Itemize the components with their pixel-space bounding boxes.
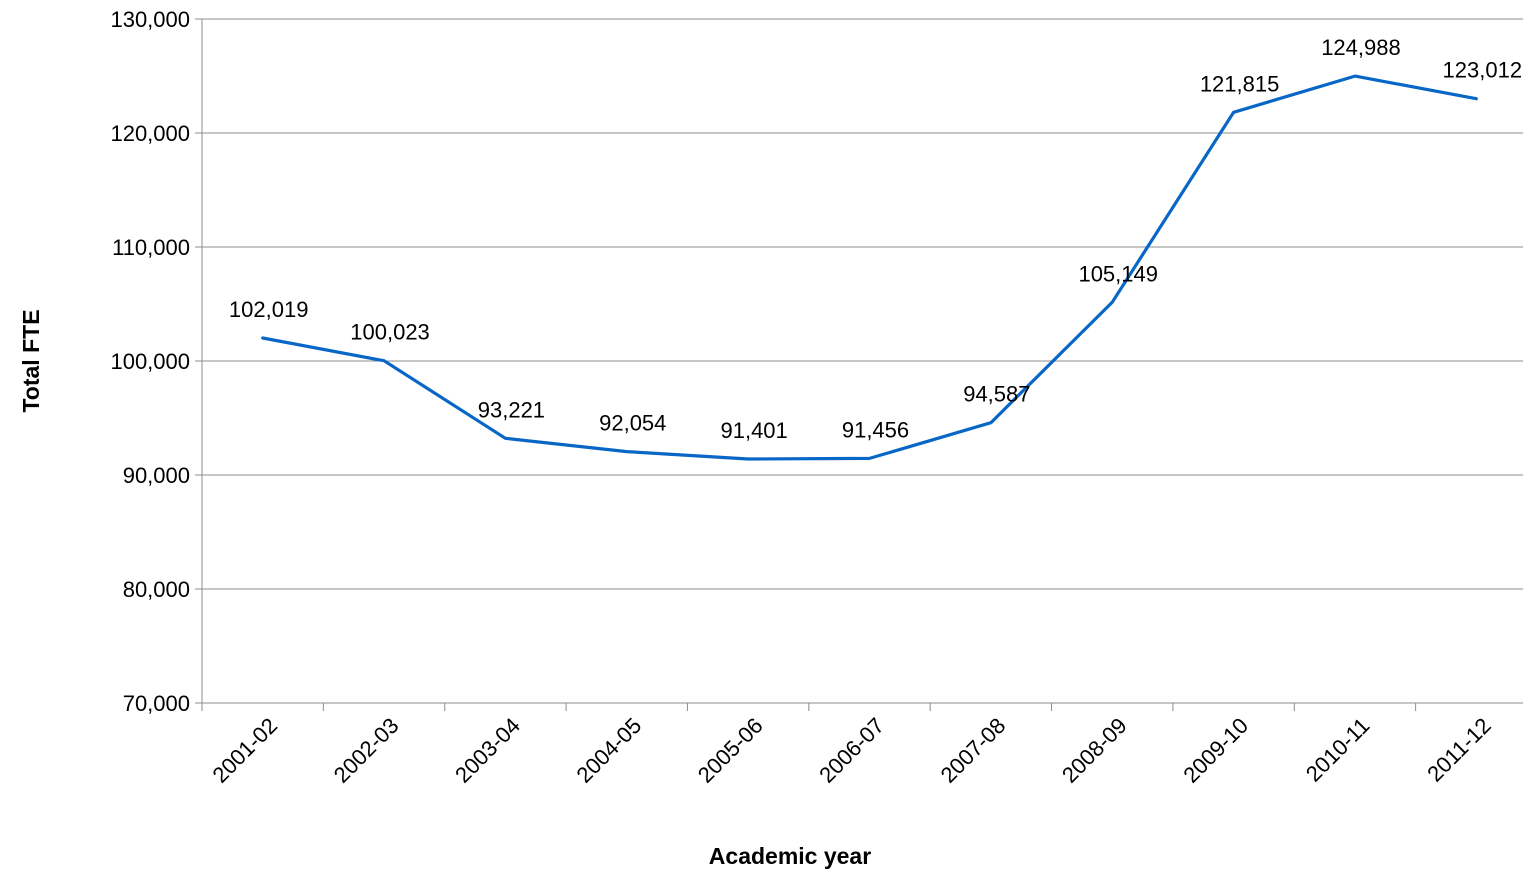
data-label: 124,988 (1321, 35, 1401, 60)
series-line (261, 74, 1478, 461)
x-tick-label: 2003-04 (450, 713, 525, 788)
x-tick-label: 2010-11 (1301, 713, 1375, 787)
x-tick-label: 2007-08 (936, 713, 1011, 788)
x-tick-label: 2001-02 (207, 713, 282, 788)
y-axis-ticks: 70,000 80,000 90,000 100,000 110,000 120,000 1… (110, 7, 202, 716)
data-label: 91,456 (842, 417, 909, 442)
data-label: 94,587 (963, 382, 1030, 407)
y-tick-label: 90,000 (123, 463, 190, 488)
y-tick-label: 80,000 (123, 577, 190, 602)
x-tick-label: 2002-03 (329, 713, 404, 788)
data-label: 102,019 (229, 297, 309, 322)
y-tick-label: 70,000 (123, 691, 190, 716)
x-tick-label: 2005-06 (693, 713, 768, 788)
gridlines (202, 18, 1523, 590)
x-tick-label: 2008-09 (1057, 713, 1132, 788)
data-label: 91,401 (720, 418, 787, 443)
x-tick-label: 2009-10 (1178, 713, 1253, 788)
data-labels: 102,019 100,023 93,221 92,054 91,401 91,456 94… (229, 35, 1522, 443)
data-label: 123,012 (1443, 58, 1523, 83)
y-tick-label: 130,000 (110, 7, 190, 32)
x-tick-label: 2006-07 (814, 713, 889, 788)
data-label: 121,815 (1200, 71, 1280, 96)
y-tick-label: 110,000 (112, 235, 190, 260)
y-axis-title: Total FTE (18, 309, 44, 412)
x-tick-label: 2011-12 (1422, 713, 1496, 787)
y-tick-label: 100,000 (110, 349, 190, 374)
data-label: 92,054 (599, 411, 666, 436)
x-tick-label: 2004-05 (572, 713, 647, 788)
series (261, 74, 1478, 461)
data-label: 93,221 (478, 397, 545, 422)
y-tick-label: 120,000 (110, 121, 190, 146)
data-label: 100,023 (350, 320, 430, 345)
x-axis-ticks: 2001-02 2002-03 2003-04 2004-05 2005-06 2006-… (201, 703, 1496, 788)
data-label: 105,149 (1078, 261, 1158, 286)
x-axis-title: Academic year (709, 843, 871, 869)
